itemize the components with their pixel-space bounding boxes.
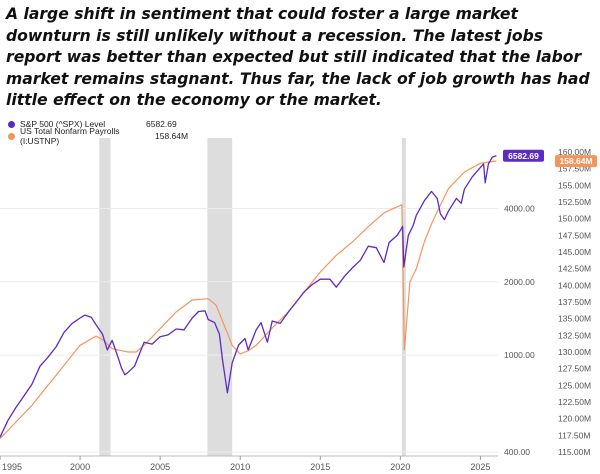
right-axis-tick-label-8: 132.50M [558,330,591,340]
gridlines [0,207,498,453]
series-lines [0,155,497,440]
end-label-spx: 6582.69 [508,151,539,161]
x-tick-label-2000: 2000 [70,462,90,472]
right-axis-tick-label-12: 142.50M [558,264,591,274]
left-axis-tick-label-3: 2000.00 [504,277,535,287]
x-tick-label-2025: 2025 [470,462,490,472]
headline-text: A large shift in sentiment that could fo… [6,5,590,109]
end-label-payrolls: 158.64M [559,156,592,166]
right-axis-tick-label-13: 145.00M [558,247,591,257]
right-axis-tick-label-9: 135.00M [558,314,591,324]
x-tick-label-2015: 2015 [310,462,330,472]
legend-value-spx: 6582.69 [146,119,177,129]
right-axis-tick-label-4: 122.50M [558,397,591,407]
legend-value-payrolls: 158.64M [155,131,189,141]
series-line-payrolls [0,160,497,440]
x-axis: 1995 2000 2005 2010 2015 2020 2025 [0,455,498,472]
legend-label-payrolls: US Total Nonfarm Payrolls (I:USTNP) [20,126,120,146]
right-axis-tick-label-10: 137.50M [558,297,591,307]
x-tick-label-2010: 2010 [230,462,250,472]
end-label-bg-spx [503,149,544,162]
left-axis-tick-label-2: 1000.00 [504,350,535,360]
legend-item-payrolls[interactable]: US Total Nonfarm Payrolls (I:USTNP) 158.… [8,126,189,146]
end-label-bg-payrolls [555,155,597,168]
chart-legend: S&P 500 (^SPX) Level 6582.69 US Total No… [8,118,189,146]
end-labels: 158.64M 6582.69 [503,149,597,168]
right-axis-tick-label-3: 120.00M [558,414,591,424]
right-axis-tick-label-7: 130.00M [558,347,591,357]
legend-marker-payrolls [8,132,15,140]
right-axis-tick-label-6: 127.50M [558,364,591,374]
right-axis-tick-label-1: 115.00M [558,447,590,457]
right-axis-tick-label-2: 117.50M [558,430,590,440]
right-axis-tick-label-17: 155.00M [558,180,591,190]
right-axis-tick-label-15: 150.00M [558,214,591,224]
recession-shading [99,138,406,456]
legend-label-spx: S&P 500 (^SPX) Level [20,119,106,129]
right-axis-tick-label-11: 140.00M [558,280,591,290]
right-axis-tick-label-19: 160.00M [558,147,591,157]
x-tick-label-2020: 2020 [390,462,410,472]
left-axis-tick-label-1: 400.00 [504,447,530,457]
x-tick-label-2005: 2005 [150,462,170,472]
recession-band-2 [207,138,233,456]
legend-marker-spx [8,120,15,128]
x-tick-label-1995: 1995 [2,462,22,472]
legend-item-spx[interactable]: S&P 500 (^SPX) Level 6582.69 [8,118,188,130]
right-axis-tick-label-14: 147.50M [558,230,591,240]
right-axis: 115.00M 117.50M 120.00M 122.50M 125.00M 127.5… [558,147,591,457]
right-axis-tick-label-16: 152.50M [558,197,591,207]
right-axis-tick-label-18: 157.50M [558,164,591,174]
series-line-spx [0,155,497,438]
left-axis: 400.00 1000.00 2000.00 4000.00 [504,203,535,457]
right-axis-tick-label-5: 125.00M [558,380,591,390]
left-axis-tick-label-4: 4000.00 [504,203,535,213]
recession-band-1 [99,138,111,456]
